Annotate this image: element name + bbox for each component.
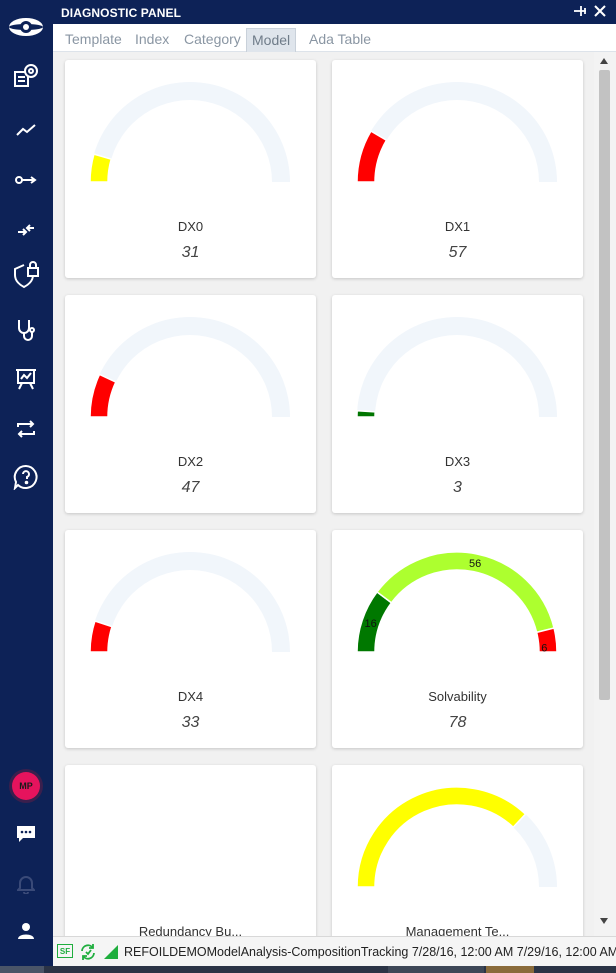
gauge-value: 33 <box>181 714 200 731</box>
gauge-value: 47 <box>181 479 200 496</box>
gauge-track <box>357 317 557 417</box>
gauge-card[interactable]: DX1 57 <box>332 60 583 278</box>
tab-model[interactable]: Model <box>246 28 297 52</box>
status-text: REFOILDEMOModelAnalysis-CompositionTrack… <box>124 945 616 959</box>
close-icon[interactable] <box>592 3 608 19</box>
gauge-chart <box>356 317 557 418</box>
gauge-card[interactable]: DX2 47 <box>65 295 316 513</box>
user-avatar[interactable]: MP <box>12 772 40 800</box>
gauge-segment <box>356 786 527 888</box>
sync-icon[interactable] <box>79 943 97 961</box>
gauge-label: Solvability <box>428 689 487 704</box>
gauge-label: DX0 <box>177 219 204 234</box>
tab-bar: Template Index Category Model Ada Table <box>53 24 616 52</box>
gauge-label: Management Te... <box>405 924 510 936</box>
gauge-card[interactable]: 16 56 6 Solvability 78 <box>332 530 583 748</box>
gauge-label: DX3 <box>444 454 471 469</box>
pin-icon[interactable] <box>572 3 588 19</box>
gauge-label: DX2 <box>177 454 204 469</box>
taskbar-segment <box>388 966 484 973</box>
gauge-value: 31 <box>181 244 200 261</box>
tab-ada-table[interactable]: Ada Table <box>309 31 372 47</box>
gauge-segment <box>89 620 113 653</box>
vertical-scrollbar[interactable] <box>594 52 616 936</box>
bell-icon[interactable] <box>9 867 43 901</box>
scrollbar-thumb[interactable] <box>599 70 610 700</box>
gauge-segment-label: 6 <box>541 642 547 654</box>
gauge-card[interactable]: DX3 3 <box>332 295 583 513</box>
stethoscope-icon[interactable] <box>9 313 43 347</box>
gauge-value: 3 <box>453 479 462 496</box>
gauge-card[interactable]: DX0 31 <box>65 60 316 278</box>
trend-line-icon[interactable] <box>9 113 43 147</box>
swap-arrows-icon[interactable] <box>9 412 43 446</box>
panel-title: DIAGNOSTIC PANEL <box>61 6 182 20</box>
gauge-track <box>90 82 290 182</box>
logo-eye-icon[interactable] <box>7 10 45 44</box>
key-arrow-icon[interactable] <box>9 163 43 197</box>
panel-title-bar: DIAGNOSTIC PANEL <box>53 0 616 24</box>
gauge-segment <box>375 551 555 634</box>
gauge-value: 57 <box>448 244 467 261</box>
gauge-segment <box>535 627 558 653</box>
gauge-track <box>357 82 557 182</box>
gauge-track <box>90 552 290 652</box>
gauge-chart <box>84 777 296 893</box>
gauge-grid: DX0 31 DX1 57 DX2 47 DX3 3 DX4 33 16 56 6 … <box>53 52 594 936</box>
tab-category[interactable]: Category <box>184 31 241 47</box>
gauge-chart <box>89 82 290 183</box>
sf-badge: SF <box>57 944 73 958</box>
presentation-chart-icon[interactable] <box>9 362 43 396</box>
gauge-chart: 16 56 6 <box>356 551 558 654</box>
taskbar-segment <box>0 966 44 973</box>
scroll-up-arrow-icon[interactable] <box>598 54 610 66</box>
chat-icon[interactable] <box>9 817 43 851</box>
connection-signal-icon <box>103 944 119 960</box>
help-chat-icon[interactable] <box>9 460 43 494</box>
gauge-label: DX1 <box>444 219 471 234</box>
gauge-chart <box>356 82 557 183</box>
gauge-segment-label: 56 <box>469 558 481 570</box>
gauge-label: Redundancy Bu... <box>138 924 243 936</box>
tab-index[interactable]: Index <box>135 31 170 47</box>
gauge-chart <box>89 552 290 653</box>
gauge-card[interactable]: Redundancy Bu... <box>65 765 316 936</box>
taskbar-segment <box>486 966 534 973</box>
gauge-card[interactable]: Management Te... <box>332 765 583 936</box>
gauge-segment <box>356 130 388 183</box>
user-icon[interactable] <box>9 914 43 948</box>
gauge-track <box>90 317 290 417</box>
compare-arrows-icon[interactable] <box>9 213 43 247</box>
scroll-down-arrow-icon[interactable] <box>598 914 610 926</box>
gauge-chart <box>356 786 557 888</box>
gauge-segment-label: 16 <box>365 618 377 630</box>
gauge-label: DX4 <box>177 689 204 704</box>
dashboard-settings-icon[interactable] <box>9 60 43 94</box>
gauge-card[interactable]: DX4 33 <box>65 530 316 748</box>
shield-lock-icon[interactable] <box>9 258 43 292</box>
gauge-segment <box>89 373 117 418</box>
gauge-segment <box>356 409 376 418</box>
gauge-segment <box>89 153 113 183</box>
taskbar-strip <box>0 966 616 973</box>
gauge-value: 78 <box>448 714 467 731</box>
tab-template[interactable]: Template <box>65 31 122 47</box>
left-sidebar: MP <box>0 0 53 973</box>
gauge-chart <box>89 317 290 418</box>
status-bar: SF REFOILDEMOModelAnalysis-CompositionTr… <box>53 936 616 966</box>
